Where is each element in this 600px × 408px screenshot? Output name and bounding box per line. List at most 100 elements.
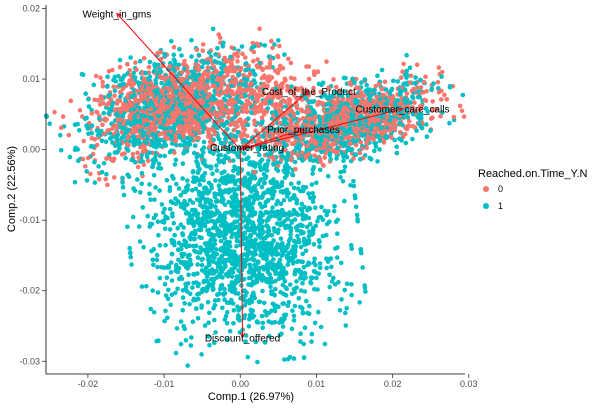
scatter-point-0: [93, 73, 99, 79]
scatter-point-1: [153, 152, 159, 158]
scatter-point-1: [196, 169, 201, 174]
scatter-point-0: [200, 79, 205, 84]
scatter-point-1: [162, 206, 167, 212]
scatter-point-1: [178, 142, 183, 148]
scatter-point-1: [193, 114, 198, 119]
scatter-point-0: [163, 134, 168, 140]
scatter-point-1: [298, 339, 303, 344]
scatter-point-1: [103, 139, 109, 145]
scatter-point-0: [100, 84, 106, 89]
scatter-point-1: [210, 225, 216, 231]
scatter-point-1: [280, 301, 286, 307]
scatter-point-1: [300, 281, 305, 286]
scatter-point-1: [263, 174, 269, 179]
scatter-point-0: [77, 108, 83, 113]
scatter-point-0: [272, 104, 278, 110]
scatter-point-0: [106, 68, 112, 74]
scatter-point-0: [286, 56, 291, 62]
scatter-point-1: [190, 319, 196, 325]
scatter-point-1: [166, 287, 171, 293]
scatter-point-1: [368, 157, 374, 162]
scatter-point-1: [285, 152, 291, 157]
scatter-point-1: [286, 238, 292, 244]
scatter-point-1: [220, 197, 225, 202]
scatter-point-0: [353, 142, 359, 148]
scatter-point-0: [60, 114, 66, 119]
scatter-point-0: [226, 68, 231, 74]
scatter-point-1: [310, 171, 315, 176]
scatter-point-1: [327, 296, 332, 302]
scatter-point-1: [217, 210, 222, 216]
scatter-point-1: [239, 283, 244, 288]
scatter-point-0: [204, 83, 210, 88]
scatter-point-1: [288, 257, 294, 263]
scatter-point-1: [331, 208, 337, 214]
scatter-point-1: [259, 204, 264, 210]
scatter-point-0: [398, 75, 404, 80]
scatter-point-1: [301, 265, 307, 270]
scatter-point-0: [334, 150, 340, 155]
scatter-point-1: [316, 309, 321, 315]
scatter-point-1: [358, 157, 363, 162]
scatter-point-0: [382, 79, 388, 85]
scatter-point-1: [156, 232, 161, 238]
scatter-point-1: [155, 219, 161, 224]
scatter-point-1: [213, 178, 218, 183]
scatter-point-1: [363, 289, 368, 294]
scatter-point-1: [271, 257, 276, 262]
scatter-point-1: [241, 183, 247, 188]
scatter-point-0: [318, 89, 324, 95]
scatter-point-1: [172, 122, 177, 128]
scatter-point-1: [236, 308, 241, 313]
scatter-point-1: [214, 247, 219, 252]
scatter-point-1: [301, 341, 307, 347]
scatter-point-1: [413, 75, 418, 80]
scatter-point-1: [276, 227, 281, 233]
scatter-point-1: [206, 180, 212, 186]
scatter-point-1: [235, 130, 241, 135]
scatter-point-0: [261, 73, 267, 78]
scatter-point-1: [291, 356, 297, 361]
scatter-point-1: [296, 239, 302, 245]
scatter-point-1: [221, 40, 226, 46]
scatter-point-1: [212, 194, 218, 200]
scatter-point-0: [257, 26, 262, 32]
scatter-point-1: [246, 207, 251, 212]
scatter-point-1: [292, 271, 298, 277]
scatter-point-1: [174, 181, 179, 187]
scatter-point-1: [176, 247, 181, 252]
scatter-point-1: [394, 150, 400, 156]
scatter-point-0: [136, 155, 141, 160]
scatter-point-1: [291, 238, 297, 244]
scatter-point-0: [127, 113, 133, 119]
scatter-point-1: [193, 249, 199, 255]
scatter-point-1: [86, 104, 92, 109]
scatter-point-1: [200, 217, 206, 222]
scatter-point-1: [137, 239, 143, 244]
scatter-point-0: [407, 80, 413, 85]
scatter-point-1: [270, 195, 275, 201]
scatter-point-1: [299, 231, 304, 236]
scatter-point-1: [322, 341, 328, 347]
scatter-point-1: [298, 206, 303, 212]
scatter-point-0: [126, 134, 131, 139]
scatter-point-1: [150, 257, 156, 263]
scatter-point-1: [317, 239, 322, 245]
scatter-point-0: [250, 40, 256, 46]
scatter-point-1: [99, 138, 105, 144]
scatter-point-0: [111, 84, 116, 90]
scatter-point-1: [99, 128, 104, 134]
scatter-point-1: [233, 187, 238, 192]
scatter-point-1: [349, 147, 355, 152]
scatter-point-1: [303, 248, 309, 254]
scatter-point-1: [383, 87, 389, 92]
scatter-point-1: [191, 212, 196, 217]
scatter-point-1: [343, 323, 349, 328]
scatter-point-1: [121, 134, 127, 139]
scatter-point-1: [128, 250, 133, 256]
scatter-point-1: [192, 236, 197, 241]
points-layer: [44, 26, 467, 368]
scatter-point-1: [306, 237, 312, 243]
scatter-point-1: [350, 76, 355, 82]
scatter-point-1: [185, 254, 191, 260]
